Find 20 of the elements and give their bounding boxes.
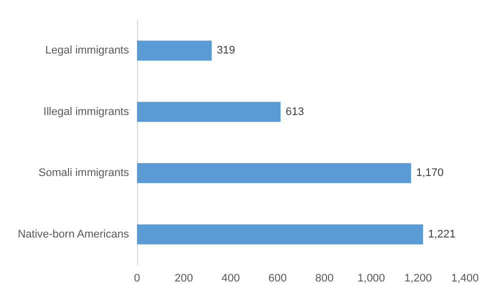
x-tick-label: 200 bbox=[174, 272, 194, 284]
bar bbox=[137, 224, 424, 244]
x-tick-label: 1,000 bbox=[358, 272, 386, 284]
y-tick-label: Native-born Americans bbox=[18, 228, 130, 240]
bar bbox=[137, 102, 281, 122]
y-tick-label: Illegal immigrants bbox=[43, 106, 130, 118]
data-label: 319 bbox=[216, 44, 236, 57]
x-tick-label: 0 bbox=[134, 272, 140, 284]
y-tick-label: Legal immigrants bbox=[45, 44, 130, 57]
x-tick-label: 400 bbox=[222, 272, 240, 284]
x-tick-label: 600 bbox=[268, 272, 287, 284]
y-tick-label: Somali immigrants bbox=[38, 167, 130, 180]
x-tick-label: 1,400 bbox=[451, 272, 479, 284]
data-label: 1,221 bbox=[428, 228, 456, 240]
x-tick-label: 1,200 bbox=[404, 272, 432, 284]
x-tick-label: 800 bbox=[315, 272, 334, 284]
data-label: 1,170 bbox=[416, 167, 444, 180]
bar bbox=[137, 40, 212, 61]
data-label: 613 bbox=[286, 106, 304, 118]
bar bbox=[137, 163, 412, 184]
